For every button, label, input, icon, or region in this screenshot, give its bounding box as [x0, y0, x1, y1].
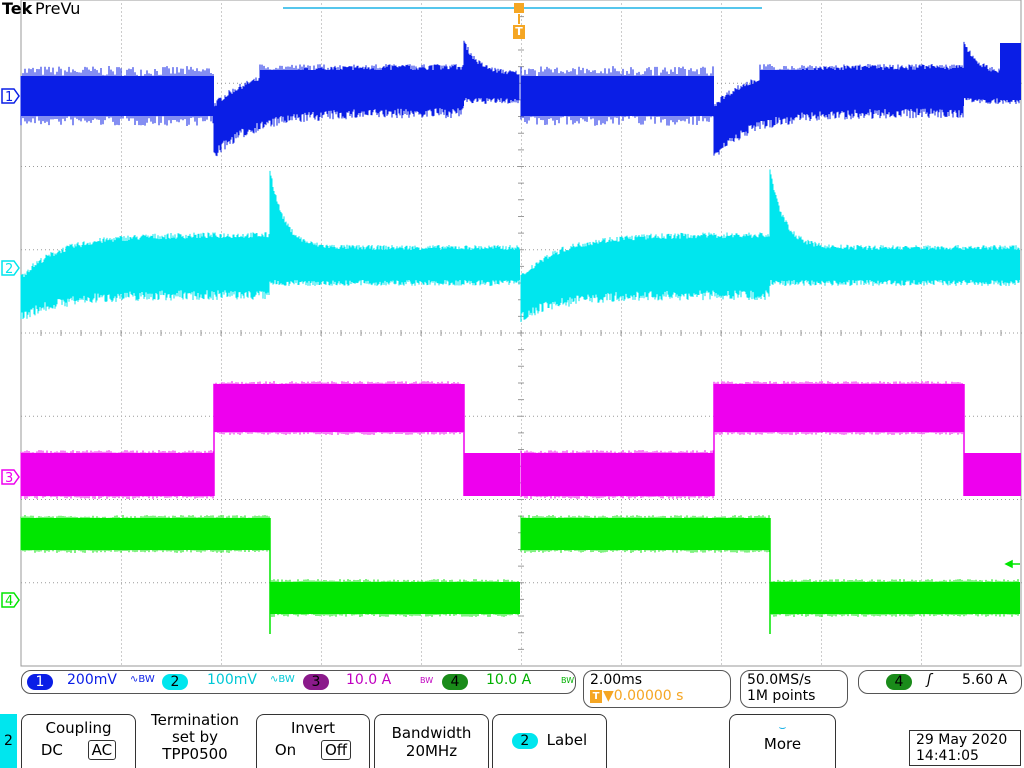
coupling-button[interactable]: Coupling DC AC	[21, 714, 136, 768]
trigger-source-chip: 4	[886, 674, 912, 690]
ch4-ground-marker[interactable]: 4	[1, 592, 20, 609]
termination-line2: set by	[171, 728, 219, 746]
coupling-dc[interactable]: DC	[40, 741, 63, 759]
ch2-bw-icon: ∿BW	[270, 674, 295, 685]
more-arrow-icon: ⌣	[778, 720, 787, 734]
channel-readout[interactable]	[21, 670, 576, 694]
invert-on[interactable]: On	[274, 741, 297, 759]
termination-info: Termination set by TPP0500	[140, 712, 250, 763]
more-button[interactable]: ⌣ More	[729, 714, 836, 768]
ch2-ground-marker[interactable]: 2	[1, 260, 20, 277]
ch4-bw-icon: BW	[561, 676, 575, 685]
ch4-chip: 4	[442, 674, 468, 690]
svg-text:2: 2	[5, 262, 13, 277]
svg-text:3: 3	[5, 471, 13, 486]
termination-probe: TPP0500	[162, 745, 228, 763]
record-length: 1M points	[747, 688, 816, 704]
ch1-chip: 1	[27, 674, 53, 690]
timebase-scale[interactable]: 2.00ms	[590, 672, 643, 688]
ch4-scale[interactable]: 10.0 A	[486, 672, 532, 688]
bandwidth-value: 20MHz	[405, 742, 458, 760]
tek-logo: Tek	[2, 0, 33, 18]
bandwidth-title: Bandwidth	[391, 724, 472, 742]
label-text: Label	[546, 731, 588, 749]
label-button[interactable]: 2 Label	[492, 714, 607, 768]
label-channel-chip: 2	[511, 733, 538, 749]
trigger-marker: T	[513, 25, 525, 39]
ch1-ground-marker[interactable]: 1	[1, 88, 20, 105]
time: 14:41:05	[916, 748, 979, 764]
datetime-display[interactable]: 29 May 2020 14:41:05	[909, 730, 1021, 766]
svg-text:4: 4	[5, 594, 13, 609]
sample-rate: 50.0MS/s	[747, 672, 812, 688]
selected-channel-tab[interactable]: 2	[0, 714, 17, 768]
coupling-title: Coupling	[45, 719, 112, 737]
bandwidth-button[interactable]: Bandwidth 20MHz	[374, 714, 489, 768]
ch2-scale[interactable]: 100mV	[207, 672, 257, 688]
termination-line1: Termination	[151, 711, 239, 729]
timebase-readout[interactable]	[583, 670, 731, 708]
invert-button[interactable]: Invert On Off	[256, 714, 370, 768]
date: 29 May 2020	[916, 732, 1008, 748]
ch2-chip: 2	[162, 674, 188, 690]
invert-title: Invert	[290, 719, 336, 737]
waveform-traces	[20, 40, 1021, 634]
svg-text:1: 1	[5, 90, 13, 105]
channel-markers: 1 2 3 4	[1, 14, 1020, 609]
trigger-position-icon	[514, 3, 524, 13]
ch3-scale[interactable]: 10.0 A	[346, 672, 392, 688]
trigger-level: 5.60 A	[962, 672, 1008, 688]
acquisition-readout[interactable]	[740, 670, 848, 708]
invert-off[interactable]: Off	[320, 740, 352, 760]
ch1-bw-icon: ∿BW	[130, 674, 155, 685]
rising-edge-icon: ʃ	[927, 672, 932, 688]
trigger-readout[interactable]	[858, 670, 1022, 694]
acquisition-mode: PreVu	[35, 0, 81, 18]
ch3-chip: 3	[303, 674, 329, 690]
trigger-level-marker[interactable]	[1004, 559, 1020, 569]
ch3-ground-marker[interactable]: 3	[1, 469, 20, 486]
trigger-position: ▼0.00000 s	[603, 688, 684, 704]
coupling-ac[interactable]: AC	[87, 740, 117, 760]
more-label: More	[763, 735, 802, 753]
ch3-bw-icon: BW	[420, 676, 434, 685]
trigger-time-icon: T	[590, 690, 602, 703]
ch1-scale[interactable]: 200mV	[67, 672, 117, 688]
